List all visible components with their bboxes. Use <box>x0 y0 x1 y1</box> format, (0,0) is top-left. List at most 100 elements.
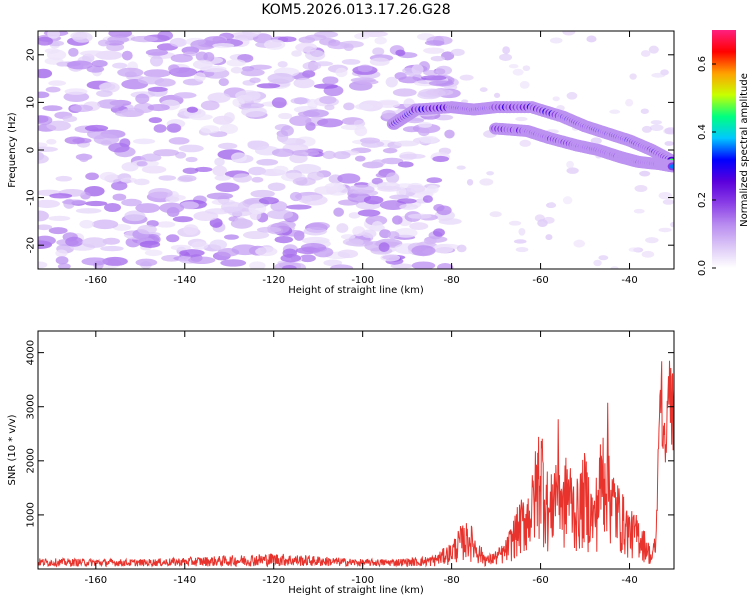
heatmap-cell <box>121 198 142 207</box>
heatmap-cell <box>137 76 165 85</box>
heatmap-cell <box>640 108 649 114</box>
heatmap-cell <box>378 242 390 252</box>
heatmap-cell <box>534 214 545 222</box>
heatmap-cell <box>363 195 384 205</box>
heatmap-cell <box>141 165 167 174</box>
heatmap-cell <box>586 35 597 43</box>
heatmap-cell <box>347 184 375 195</box>
y-tick-label: 4000 <box>26 340 37 365</box>
heatmap-cell <box>81 257 109 266</box>
heatmap-cell <box>438 218 462 225</box>
heatmap-cell <box>48 215 71 222</box>
y-tick-label: 3000 <box>26 394 37 419</box>
heatmap-cell <box>38 36 53 46</box>
heatmap-cell <box>375 172 390 178</box>
heatmap-cell <box>218 78 229 87</box>
heatmap-cell <box>130 35 158 43</box>
heatmap-cell <box>143 69 171 78</box>
heatmap-cell <box>361 229 377 239</box>
heatmap-cell <box>102 256 128 266</box>
heatmap-cell <box>217 142 238 150</box>
heatmap-cell <box>519 139 531 147</box>
heatmap-cell <box>664 127 674 135</box>
heatmap-cell <box>280 254 302 263</box>
heatmap-cell <box>297 111 320 117</box>
x-tick-label: -60 <box>532 275 548 286</box>
heatmap-cell <box>107 35 130 44</box>
heatmap-cell <box>371 220 383 231</box>
heatmap-cell <box>562 31 576 36</box>
heatmap-cell <box>46 138 57 145</box>
heatmap-cell <box>178 144 204 153</box>
heatmap-cell <box>84 124 109 132</box>
heatmap-cell <box>548 201 555 208</box>
heatmap-cell <box>120 177 138 183</box>
heatmap-cell <box>354 155 366 162</box>
heatmap-cell <box>426 177 443 184</box>
heatmap-cell <box>459 74 474 81</box>
heatmap-cell <box>100 245 124 252</box>
heatmap-cell <box>62 199 87 205</box>
x-tick-label: -120 <box>262 275 285 286</box>
heatmap-cell <box>566 167 579 174</box>
heatmap-cell <box>371 177 383 185</box>
heatmap-cell <box>91 59 108 68</box>
x-tick-label: -160 <box>84 575 107 586</box>
snr-frame <box>37 330 675 570</box>
x-tick-label: -160 <box>84 275 107 286</box>
heatmap-cell <box>72 31 93 43</box>
heatmap-cell <box>84 200 108 207</box>
heatmap-cell <box>48 80 67 86</box>
heatmap-cell <box>115 109 143 118</box>
heatmap-cell <box>271 148 295 157</box>
heatmap-cell <box>271 97 287 109</box>
heatmap-cell <box>385 172 400 184</box>
snr-panel: -160 -140 -120 -100 -80 -60 -40 1000 2000 3000 40… <box>7 330 675 596</box>
heatmap-cell <box>249 64 272 70</box>
heatmap-cell <box>634 185 648 192</box>
heatmap-cell <box>302 61 322 71</box>
heatmap-cell <box>200 125 220 134</box>
heatmap-cell <box>212 43 235 49</box>
heatmap-cell <box>266 209 294 220</box>
heatmap-cell <box>291 149 320 157</box>
heatmap-cell <box>369 57 390 66</box>
heatmap-cell <box>428 80 454 87</box>
heatmap-cell <box>293 164 322 174</box>
heatmap-cell <box>290 97 311 105</box>
heatmap-cell <box>486 171 495 176</box>
heatmap-cell <box>333 151 351 160</box>
heatmap-cell <box>121 50 133 61</box>
heatmap-cell <box>423 69 440 76</box>
heatmap-cell <box>182 167 199 174</box>
heatmap-cell <box>136 161 148 167</box>
heatmap-cell <box>508 220 522 226</box>
heatmap-cell <box>195 51 208 62</box>
heatmap-cell <box>422 195 433 203</box>
heatmap-cell <box>407 213 432 219</box>
heatmap-cell <box>240 102 265 109</box>
heatmap-cell <box>450 48 465 56</box>
heatmap-cell <box>628 247 641 253</box>
heatmap-cell <box>46 120 71 131</box>
heatmap-cell <box>108 142 130 153</box>
heatmap-cell <box>419 135 439 144</box>
heatmap-cell <box>38 91 50 99</box>
heatmap-cell <box>343 102 355 111</box>
chart-title: KOM5.2026.013.17.26.G28 <box>261 2 450 18</box>
heatmap-cell <box>62 115 78 122</box>
heatmap-cell <box>390 263 413 269</box>
heatmap-cell <box>590 137 602 145</box>
heatmap-cell <box>423 47 445 54</box>
heatmap-cell <box>65 236 84 247</box>
heatmap-cell <box>165 196 180 203</box>
heatmap-cell <box>242 230 270 240</box>
heatmap-cell <box>247 140 261 148</box>
heatmap-cell <box>137 224 157 235</box>
heatmap-cell <box>117 67 144 78</box>
heatmap-cell <box>479 87 488 92</box>
heatmap-cell <box>99 171 118 181</box>
heatmap-cell <box>147 104 170 112</box>
